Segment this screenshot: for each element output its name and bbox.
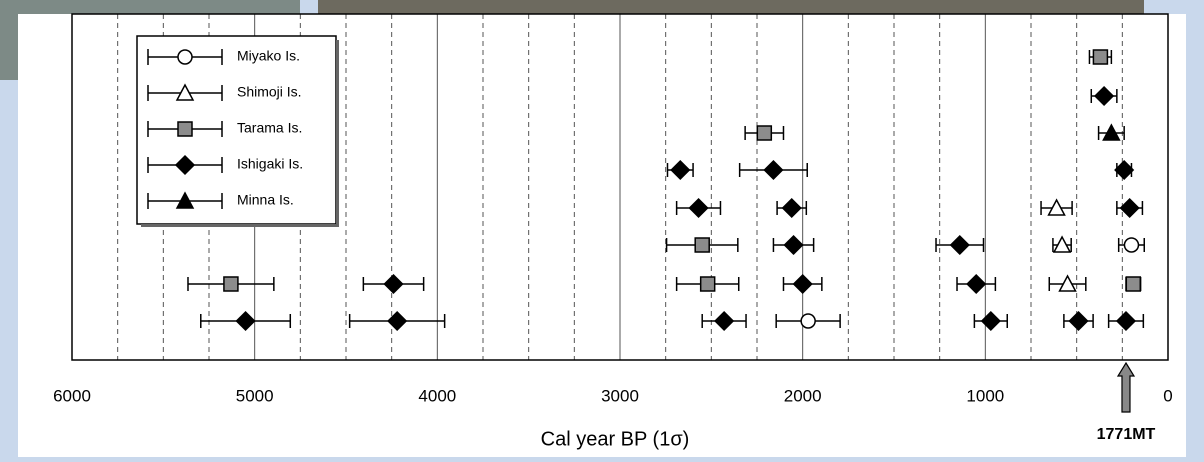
x-tick-label: 4000 (418, 386, 456, 405)
photo-fragment (318, 0, 1144, 14)
plot-frame (71, 13, 1169, 361)
marker (1102, 123, 1121, 141)
legend-shadow (141, 224, 339, 227)
marker (174, 154, 196, 176)
marker (1115, 310, 1137, 332)
marker (949, 234, 970, 256)
legend-label: Tarama Is. (237, 120, 302, 136)
legend-label: Ishigaki Is. (237, 156, 303, 172)
marker (670, 159, 691, 181)
marker (1119, 197, 1140, 219)
marker (177, 121, 193, 137)
marker (756, 125, 773, 141)
marker (694, 237, 710, 253)
x-tick-label: 1000 (966, 386, 1004, 405)
legend-shadow (336, 40, 339, 227)
x-tick-label: 2000 (784, 386, 822, 405)
marker (1123, 237, 1140, 253)
marker (1068, 310, 1089, 332)
marker (800, 313, 816, 329)
x-tick-label: 5000 (236, 386, 274, 405)
legend-box (136, 35, 337, 225)
marker (1092, 49, 1109, 65)
marker (1047, 198, 1066, 216)
legend-label: Miyako Is. (237, 48, 300, 64)
x-tick-label: 3000 (601, 386, 639, 405)
marker (688, 197, 709, 219)
marker (781, 197, 802, 219)
legend-label: Shimoji Is. (237, 84, 302, 100)
marker (714, 310, 735, 332)
legend-label: Minna Is. (237, 192, 294, 208)
marker (387, 310, 408, 332)
marker (223, 276, 239, 292)
marker (792, 273, 813, 295)
marker (1094, 85, 1115, 107)
marker (1114, 159, 1135, 181)
marker (1125, 276, 1142, 292)
x-tick-label: 0 (1163, 386, 1172, 405)
marker (699, 276, 716, 292)
marker (175, 191, 195, 209)
marker (175, 83, 195, 101)
marker (763, 159, 784, 181)
marker (383, 273, 404, 295)
x-tick-label: 6000 (53, 386, 91, 405)
marker (177, 49, 193, 65)
marker (783, 234, 804, 256)
marker (980, 310, 1001, 332)
marker (1058, 274, 1077, 292)
marker (966, 273, 987, 295)
marker (1052, 235, 1072, 253)
annotation-arrow (1116, 361, 1136, 413)
annotation-label: 1771MT (1097, 426, 1156, 443)
marker (235, 310, 256, 332)
x-axis-label: Cal year BP (1σ) (541, 428, 690, 450)
legend: Miyako Is. Shimoji Is. Tarama Is. Ishigaki … (136, 35, 339, 227)
